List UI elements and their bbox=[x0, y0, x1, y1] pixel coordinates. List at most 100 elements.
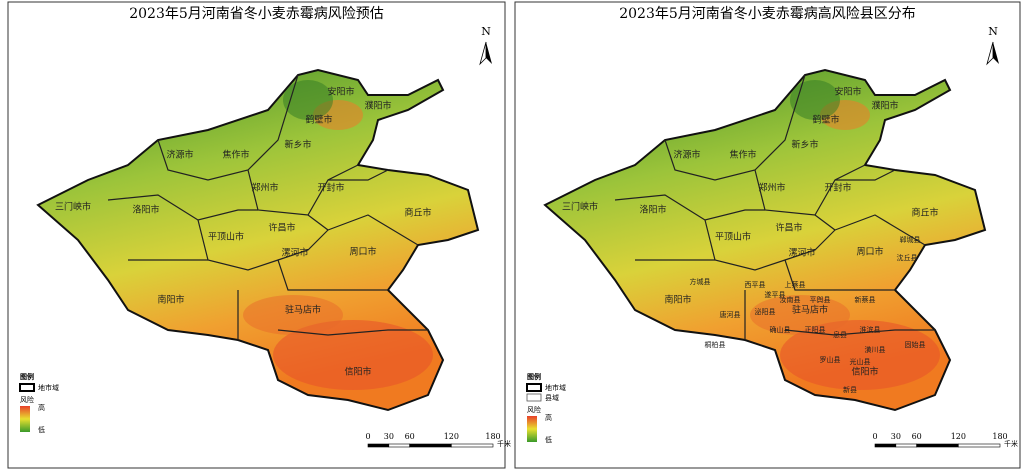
city-label: 洛阳市 bbox=[132, 204, 159, 216]
city-label: 郑州市 bbox=[758, 182, 785, 194]
county-label: 西平县 bbox=[745, 281, 766, 289]
city-label: 安阳市 bbox=[327, 86, 354, 98]
north-label: N bbox=[988, 25, 998, 38]
city-label: 漯河市 bbox=[281, 247, 308, 259]
scale-tick: 60 bbox=[405, 432, 415, 441]
legend-title: 图例 bbox=[20, 372, 34, 381]
county-label: 泌阳县 bbox=[755, 307, 776, 316]
county-label: 确山县 bbox=[770, 325, 791, 334]
panel-frame bbox=[514, 1, 1021, 469]
scale-tick: 30 bbox=[384, 432, 394, 441]
north-label: N bbox=[481, 25, 491, 38]
county-label: 沈丘县 bbox=[897, 253, 918, 262]
county-label: 郸城县 bbox=[900, 235, 921, 244]
city-label: 焦作市 bbox=[729, 149, 756, 161]
city-label: 新乡市 bbox=[284, 139, 311, 151]
legend-high: 高 bbox=[38, 403, 45, 412]
scale-segment bbox=[874, 443, 897, 448]
city-label: 南阳市 bbox=[664, 294, 691, 306]
legend-low: 低 bbox=[38, 425, 45, 434]
county-label: 潢川县 bbox=[865, 345, 886, 354]
north-arrow bbox=[479, 41, 493, 65]
county-label: 新蔡县 bbox=[855, 295, 876, 304]
city-label: 郑州市 bbox=[251, 182, 278, 194]
scale-tick: 60 bbox=[912, 432, 922, 441]
panel-title: 2023年5月河南省冬小麦赤霉病高风险县区分布 bbox=[619, 5, 916, 22]
county-label: 上蔡县 bbox=[785, 280, 806, 289]
legend-risk: 风险 bbox=[527, 405, 541, 414]
city-label: 驻马店市 bbox=[285, 304, 321, 316]
county-label: 唐河县 bbox=[720, 310, 741, 319]
county-label: 光山县 bbox=[850, 357, 871, 366]
legend-high: 高 bbox=[545, 413, 552, 422]
city-label: 漯河市 bbox=[788, 247, 815, 259]
scale-segment bbox=[958, 443, 1001, 448]
scale-segment bbox=[388, 443, 410, 448]
legend-boundary: 地市域 bbox=[545, 383, 566, 392]
city-label: 驻马店市 bbox=[792, 304, 828, 316]
scale-tick: 180 bbox=[992, 432, 1007, 441]
scale-tick: 180 bbox=[485, 432, 500, 441]
legend-boundary: 地市域 bbox=[38, 383, 59, 392]
legend-boundary-swatch bbox=[526, 383, 542, 392]
county-label: 罗山县 bbox=[820, 355, 841, 364]
scale-segment bbox=[916, 443, 959, 448]
scale-tick: 0 bbox=[872, 432, 877, 441]
city-label: 平顶山市 bbox=[208, 231, 244, 243]
scale-unit: 千米 bbox=[1004, 439, 1018, 448]
city-label: 许昌市 bbox=[775, 222, 802, 234]
province-map bbox=[37, 69, 479, 411]
county-label: 淮滨县 bbox=[860, 325, 881, 334]
city-label: 周口市 bbox=[349, 246, 376, 258]
county-label: 平舆县 bbox=[810, 295, 831, 304]
city-label: 濮阳市 bbox=[364, 100, 391, 112]
scale-segment bbox=[409, 443, 452, 448]
city-label: 商丘市 bbox=[404, 207, 431, 219]
scale-unit: 千米 bbox=[497, 439, 511, 448]
county-label: 汝南县 bbox=[780, 295, 801, 304]
city-label: 鹤壁市 bbox=[812, 114, 839, 126]
city-label: 南阳市 bbox=[157, 294, 184, 306]
county-label: 方城县 bbox=[690, 277, 711, 286]
city-label: 开封市 bbox=[824, 182, 851, 194]
city-label: 三门峡市 bbox=[55, 201, 91, 213]
county-label: 桐柏县 bbox=[705, 340, 726, 349]
county-label: 遂平县 bbox=[765, 290, 786, 299]
city-label: 济源市 bbox=[166, 149, 193, 161]
city-label: 许昌市 bbox=[268, 222, 295, 234]
city-label: 洛阳市 bbox=[639, 204, 666, 216]
city-label: 周口市 bbox=[856, 246, 883, 258]
legend-county-swatch bbox=[526, 393, 542, 402]
legend-ramp bbox=[20, 406, 30, 432]
city-label: 商丘市 bbox=[911, 207, 938, 219]
scale-segment bbox=[451, 443, 494, 448]
city-label: 平顶山市 bbox=[715, 231, 751, 243]
city-label: 济源市 bbox=[673, 149, 700, 161]
city-label: 开封市 bbox=[317, 182, 344, 194]
scale-segment bbox=[895, 443, 917, 448]
scale-tick: 120 bbox=[444, 432, 459, 441]
panel-title: 2023年5月河南省冬小麦赤霉病风险预估 bbox=[129, 6, 384, 22]
city-label: 新乡市 bbox=[791, 139, 818, 151]
city-label: 鹤壁市 bbox=[305, 114, 332, 126]
legend-low: 低 bbox=[545, 435, 552, 444]
legend-boundary-swatch bbox=[19, 383, 35, 392]
city-label: 信阳市 bbox=[851, 366, 878, 378]
legend-risk: 风险 bbox=[20, 395, 34, 404]
scale-tick: 30 bbox=[891, 432, 901, 441]
panel-frame bbox=[7, 1, 506, 469]
county-label: 固始县 bbox=[905, 340, 926, 349]
scale-segment bbox=[367, 443, 390, 448]
county-label: 息县 bbox=[833, 330, 847, 339]
scale-tick: 0 bbox=[365, 432, 370, 441]
city-label: 焦作市 bbox=[222, 149, 249, 161]
legend-county: 县域 bbox=[545, 393, 559, 402]
city-label: 信阳市 bbox=[344, 366, 371, 378]
city-label: 濮阳市 bbox=[871, 100, 898, 112]
county-label: 正阳县 bbox=[805, 325, 826, 334]
north-arrow bbox=[986, 41, 1000, 65]
legend-ramp bbox=[527, 416, 537, 442]
